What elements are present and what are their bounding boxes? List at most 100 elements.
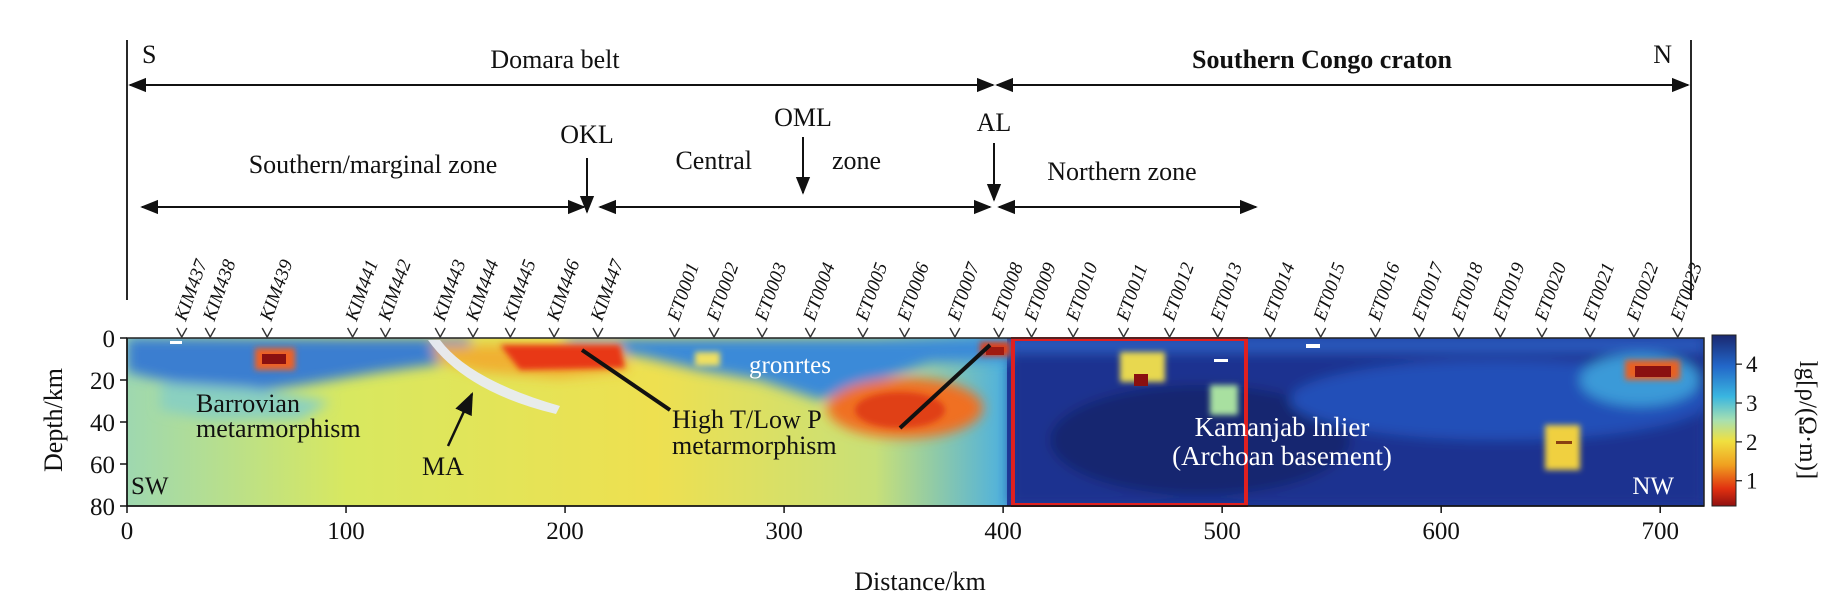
colorbar-tick-label: 4 xyxy=(1746,352,1758,377)
station-label: ET0023 xyxy=(1666,260,1707,325)
station-marker xyxy=(504,327,516,339)
station-marker xyxy=(1672,327,1684,339)
station-label: ET0020 xyxy=(1531,260,1572,325)
station-label: KIM445 xyxy=(499,257,541,325)
barrovian-label-2: metarmorphism xyxy=(196,414,361,443)
kamanjab-highlight-box xyxy=(1011,337,1248,507)
station-et0002: ET0002 xyxy=(703,260,744,339)
station-marker xyxy=(1315,327,1327,339)
al-label: AL xyxy=(977,108,1012,137)
colorbar-gradient xyxy=(1711,334,1737,507)
station-kim443: KIM443 xyxy=(429,257,471,339)
station-label: ET0015 xyxy=(1309,260,1350,325)
station-label: ET0022 xyxy=(1623,260,1664,325)
station-marker xyxy=(1067,327,1079,339)
station-et0019: ET0019 xyxy=(1489,260,1530,339)
station-et0003: ET0003 xyxy=(751,260,791,339)
north-label: N xyxy=(1653,40,1672,69)
station-et0013: ET0013 xyxy=(1206,260,1247,339)
station-label: ET0005 xyxy=(852,260,893,325)
station-marker xyxy=(379,327,392,339)
station-label: KIM439 xyxy=(256,257,298,325)
station-et0020: ET0020 xyxy=(1531,260,1572,339)
station-kim441: KIM441 xyxy=(341,257,383,339)
high-t-pointer-east xyxy=(898,343,992,430)
sw-label: SW xyxy=(131,473,169,500)
station-marker xyxy=(668,327,681,339)
oml-label: OML xyxy=(774,103,832,132)
ma-label: MA xyxy=(422,452,464,481)
station-kim446: KIM446 xyxy=(543,257,585,339)
station-et0022: ET0022 xyxy=(1623,260,1664,339)
station-marker xyxy=(857,327,869,339)
station-marker xyxy=(1413,327,1425,339)
station-label: ET0002 xyxy=(703,260,744,325)
y-axis: 0 20 40 60 80 xyxy=(90,326,128,521)
congo-craton-label: Southern Congo craton xyxy=(1192,45,1453,74)
y-tick-label: 0 xyxy=(103,326,116,353)
station-label: ET0004 xyxy=(799,260,840,325)
kamanjab-label-2: (Archoan basement) xyxy=(1172,441,1392,471)
high-t-pointer-west xyxy=(580,348,672,412)
okl-label: OKL xyxy=(560,120,613,149)
station-label: ET0010 xyxy=(1062,260,1103,325)
station-label: ET0011 xyxy=(1112,261,1152,324)
station-kim439: KIM439 xyxy=(256,257,298,339)
ma-arrow xyxy=(446,391,474,447)
station-marker xyxy=(548,327,560,339)
station-et0011: ET0011 xyxy=(1112,261,1152,339)
station-label: ET0017 xyxy=(1408,259,1449,325)
station-marker xyxy=(1117,327,1130,339)
resistivity-section xyxy=(127,338,1704,506)
station-label: ET0018 xyxy=(1447,260,1488,325)
x-tick-label: 700 xyxy=(1641,518,1679,545)
colorbar-tick-label: 2 xyxy=(1746,430,1758,455)
high-t-label-2: metarmorphism xyxy=(672,431,837,460)
station-et0021: ET0021 xyxy=(1579,260,1619,339)
station-et0006: ET0006 xyxy=(893,260,934,339)
y-tick-label: 80 xyxy=(90,494,115,521)
kamanjab-label: Kamanjab lnlier xyxy=(1195,412,1370,442)
station-marker xyxy=(434,327,446,339)
high-t-label: High T/Low P xyxy=(672,405,822,434)
central-zone-label: Central xyxy=(675,146,752,175)
y-tick-label: 20 xyxy=(90,368,115,395)
station-marker xyxy=(1453,327,1465,339)
station-label: KIM446 xyxy=(543,257,585,325)
x-tick-label: 400 xyxy=(984,518,1022,545)
station-marker xyxy=(204,327,216,339)
station-et0005: ET0005 xyxy=(852,260,893,339)
station-et0023: ET0023 xyxy=(1666,260,1707,339)
station-marker xyxy=(1264,327,1276,339)
colorbar-ticks: 4 3 2 1 xyxy=(1736,352,1758,494)
station-label: ET0001 xyxy=(663,260,704,325)
x-axis-label: Distance/km xyxy=(854,567,985,596)
station-marker xyxy=(261,327,273,339)
northern-zone-label: Northern zone xyxy=(1047,157,1196,186)
station-marker xyxy=(467,327,479,339)
station-marker xyxy=(1025,327,1038,339)
gronrtes-label: gronrtes xyxy=(749,352,831,379)
x-tick-label: 500 xyxy=(1203,518,1241,545)
x-tick-label: 300 xyxy=(765,518,803,545)
station-marker xyxy=(949,327,961,339)
station-marker xyxy=(1369,327,1382,339)
station-et0018: ET0018 xyxy=(1447,260,1488,339)
station-marker xyxy=(1212,327,1224,339)
station-marker xyxy=(1163,327,1176,339)
station-marker xyxy=(176,327,188,339)
station-marker xyxy=(993,327,1005,339)
station-et0008: ET0008 xyxy=(987,260,1028,339)
colorbar-tick-label: 3 xyxy=(1746,391,1758,416)
x-tick-label: 600 xyxy=(1422,518,1460,545)
y-tick-label: 40 xyxy=(90,410,115,437)
station-et0015: ET0015 xyxy=(1309,260,1350,339)
station-label: ET0012 xyxy=(1158,260,1199,325)
station-label: ET0016 xyxy=(1364,260,1405,325)
station-marker xyxy=(1536,327,1548,339)
south-label: S xyxy=(142,40,156,69)
colorbar-label: lg[ρ/(Ω·m)] xyxy=(1794,361,1821,480)
domara-belt-label: Domara belt xyxy=(490,45,620,74)
station-et0007: ET0007 xyxy=(944,259,985,339)
